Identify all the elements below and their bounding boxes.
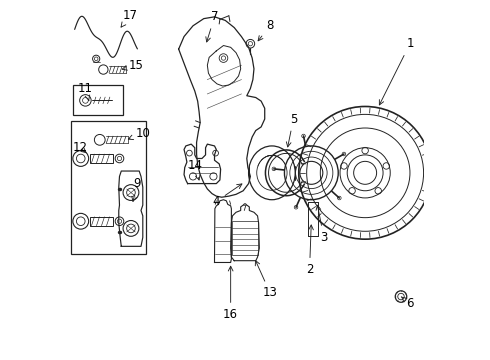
Bar <box>90 154 113 163</box>
Text: 7: 7 <box>206 10 218 42</box>
Text: 5: 5 <box>286 113 297 147</box>
Text: 13: 13 <box>255 261 277 300</box>
Text: 16: 16 <box>223 266 238 321</box>
Text: 11: 11 <box>78 82 93 100</box>
Text: 10: 10 <box>128 127 150 140</box>
Text: 14: 14 <box>187 159 202 180</box>
Text: 8: 8 <box>258 19 274 41</box>
Bar <box>71 121 147 253</box>
Text: 2: 2 <box>306 225 314 276</box>
Text: 3: 3 <box>316 205 328 244</box>
Text: 6: 6 <box>401 297 414 310</box>
Bar <box>90 217 113 226</box>
Text: 17: 17 <box>121 9 138 27</box>
Bar <box>232 221 258 255</box>
Bar <box>73 85 123 116</box>
Text: 15: 15 <box>122 59 143 72</box>
Text: 12: 12 <box>73 141 88 154</box>
Text: 9: 9 <box>132 177 141 202</box>
Text: 1: 1 <box>379 37 414 105</box>
Text: 4: 4 <box>213 184 242 208</box>
